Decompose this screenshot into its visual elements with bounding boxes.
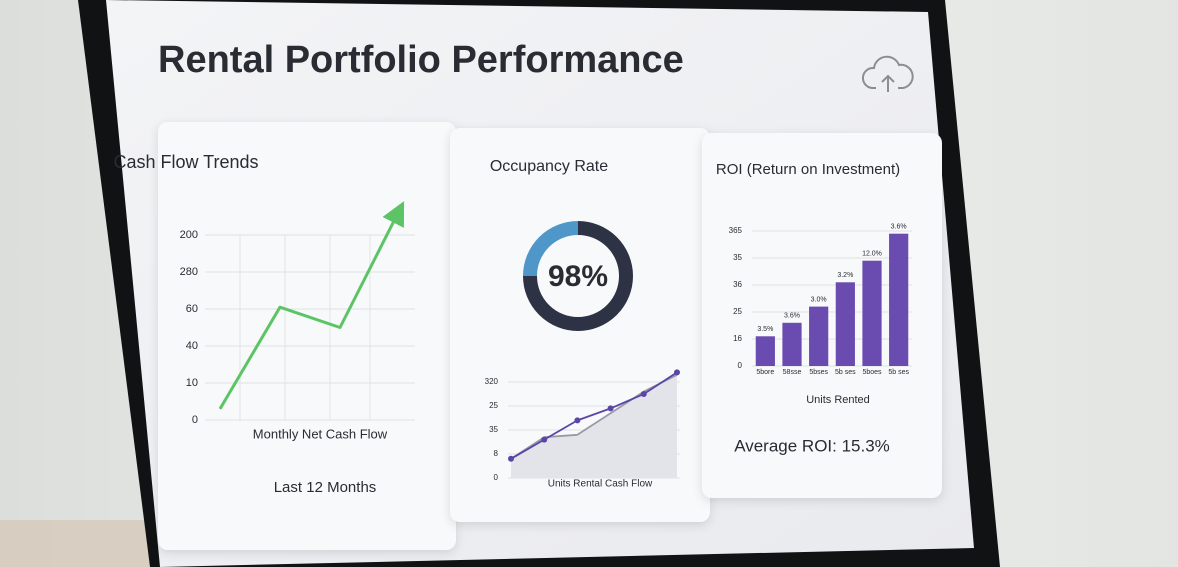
y-tick-label: 36 xyxy=(733,280,742,289)
point xyxy=(640,391,647,397)
desk xyxy=(0,520,150,567)
chart-title: ROI (Return on Investment) xyxy=(716,161,900,178)
value-label: 3.6% xyxy=(784,313,800,320)
chart-title: Cash Flow Trends xyxy=(113,152,258,172)
x-axis-label: Units Rented xyxy=(806,394,870,406)
card xyxy=(158,122,456,550)
x-tick-label: 5bore xyxy=(756,369,774,376)
y-tick-label: 10 xyxy=(186,377,198,389)
y-tick-label: 0 xyxy=(738,361,743,370)
y-tick-label: 320 xyxy=(485,377,499,386)
x-tick-label: 5b ses xyxy=(888,369,909,376)
value-label: 3.2% xyxy=(837,272,853,279)
point xyxy=(674,369,680,376)
point xyxy=(607,405,614,412)
y-tick-label: 40 xyxy=(186,340,198,352)
x-tick-label: 5boes xyxy=(862,369,882,376)
y-tick-label: 200 xyxy=(180,229,198,241)
line xyxy=(510,371,678,460)
donut-center-label: 98% xyxy=(548,260,608,293)
x-axis-label: Monthly Net Cash Flow xyxy=(253,426,388,441)
donut-segment xyxy=(523,221,579,277)
x-tick-label: 5bses xyxy=(809,369,828,376)
y-tick-label: 25 xyxy=(489,401,498,410)
value-label: 3.0% xyxy=(811,296,827,303)
y-tick-label: 0 xyxy=(192,414,198,426)
bar xyxy=(835,282,855,366)
bar xyxy=(782,322,802,366)
bar xyxy=(889,233,909,366)
note: Last 12 Months xyxy=(274,479,377,496)
value-label: 12.0% xyxy=(862,251,882,258)
page-title: Rental Portfolio Performance xyxy=(158,39,684,81)
y-tick-label: 365 xyxy=(729,226,743,235)
x-tick-label: 58sse xyxy=(783,369,802,376)
point xyxy=(508,455,514,462)
value-label: 3.5% xyxy=(757,326,773,333)
donut-segment xyxy=(523,221,633,331)
y-tick-label: 25 xyxy=(733,307,742,316)
y-tick-label: 35 xyxy=(489,425,498,434)
bar xyxy=(755,336,775,366)
chart-title: Occupancy Rate xyxy=(490,158,608,175)
y-tick-label: 60 xyxy=(186,303,198,315)
note: Average ROI: 15.3% xyxy=(734,436,890,455)
x-tick-label: 5b ses xyxy=(835,369,856,376)
line xyxy=(510,373,678,460)
y-tick-label: 0 xyxy=(494,473,499,482)
point xyxy=(541,436,548,443)
y-tick-label: 8 xyxy=(494,449,499,458)
value-label: 3.6% xyxy=(891,224,907,231)
y-tick-label: 35 xyxy=(733,253,742,262)
cloud-icon xyxy=(862,55,914,92)
area xyxy=(511,374,677,478)
y-tick-label: 280 xyxy=(180,266,198,278)
line xyxy=(218,201,405,410)
bar xyxy=(809,306,829,366)
x-axis-label: Units Rental Cash Flow xyxy=(548,479,653,490)
point xyxy=(574,417,581,424)
bar xyxy=(862,260,882,366)
y-tick-label: 16 xyxy=(733,334,742,343)
